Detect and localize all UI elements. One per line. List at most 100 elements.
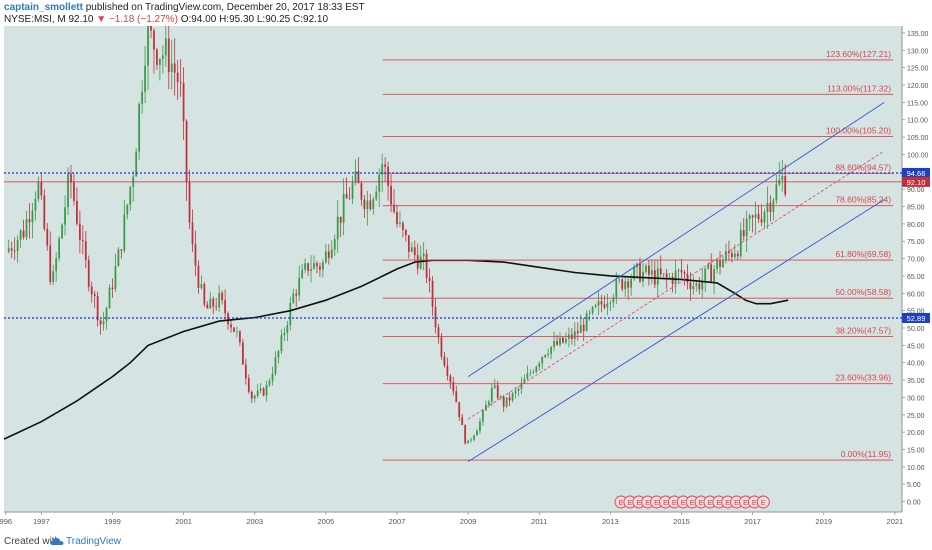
candle[interactable] xyxy=(354,159,357,186)
candle[interactable] xyxy=(271,366,274,386)
candle[interactable] xyxy=(760,204,763,227)
candle[interactable] xyxy=(526,365,529,380)
earnings-marker[interactable]: E xyxy=(730,495,744,509)
candle[interactable] xyxy=(428,268,431,293)
candle[interactable] xyxy=(600,294,603,313)
candle[interactable] xyxy=(268,378,271,387)
candle[interactable] xyxy=(748,213,751,231)
candle[interactable] xyxy=(64,195,66,236)
candle[interactable] xyxy=(689,272,692,301)
candle[interactable] xyxy=(701,268,704,299)
candle[interactable] xyxy=(339,216,342,237)
candle[interactable] xyxy=(544,354,547,359)
candle[interactable] xyxy=(129,185,132,212)
candle[interactable] xyxy=(114,253,117,292)
candle[interactable] xyxy=(627,278,630,300)
candle[interactable] xyxy=(413,240,416,264)
candle[interactable] xyxy=(538,361,541,371)
candle[interactable] xyxy=(61,223,63,240)
candle[interactable] xyxy=(28,203,31,239)
candle[interactable] xyxy=(147,26,149,91)
candle[interactable] xyxy=(25,210,28,241)
candle[interactable] xyxy=(482,408,484,426)
candle[interactable] xyxy=(739,222,742,259)
candle[interactable] xyxy=(280,329,283,355)
candle[interactable] xyxy=(772,197,775,221)
candle[interactable] xyxy=(161,45,164,74)
candle[interactable] xyxy=(464,424,467,445)
earnings-marker[interactable]: E xyxy=(721,495,735,509)
candle[interactable] xyxy=(645,263,647,275)
candle[interactable] xyxy=(49,231,52,286)
candle[interactable] xyxy=(102,311,105,331)
candle[interactable] xyxy=(218,285,221,312)
candle[interactable] xyxy=(13,237,16,260)
candle[interactable] xyxy=(182,67,185,140)
candle[interactable] xyxy=(609,300,612,311)
candle[interactable] xyxy=(576,322,579,341)
candle[interactable] xyxy=(265,380,268,402)
candle[interactable] xyxy=(553,331,555,351)
candle[interactable] xyxy=(363,195,366,218)
candle[interactable] xyxy=(37,176,40,203)
candle[interactable] xyxy=(215,297,218,311)
candle[interactable] xyxy=(511,391,514,403)
candle[interactable] xyxy=(366,190,369,226)
candle[interactable] xyxy=(520,376,523,395)
price-chart[interactable]: 123.60%(127.21) 113.00%(117.32) 100.00%(10… xyxy=(0,26,932,530)
channel-layer[interactable] xyxy=(467,101,885,463)
candle[interactable] xyxy=(336,200,339,253)
candle[interactable] xyxy=(324,244,327,264)
candle[interactable] xyxy=(58,236,61,262)
candle[interactable] xyxy=(233,327,235,333)
candle[interactable] xyxy=(384,157,387,182)
candle[interactable] xyxy=(443,352,446,368)
candle[interactable] xyxy=(173,38,176,96)
candle[interactable] xyxy=(742,218,745,241)
candle[interactable] xyxy=(87,255,90,292)
candle[interactable] xyxy=(517,387,520,397)
candle[interactable] xyxy=(763,208,766,228)
candle[interactable] xyxy=(452,376,455,396)
candle[interactable] xyxy=(467,440,470,444)
candle[interactable] xyxy=(170,39,173,90)
candle[interactable] xyxy=(508,392,511,407)
candle[interactable] xyxy=(434,297,437,334)
candle[interactable] xyxy=(224,289,226,320)
candle[interactable] xyxy=(615,272,618,304)
candle[interactable] xyxy=(289,296,292,331)
candle[interactable] xyxy=(769,195,772,222)
candle[interactable] xyxy=(550,346,552,360)
candle[interactable] xyxy=(671,272,674,293)
candle[interactable] xyxy=(490,383,493,407)
candle[interactable] xyxy=(680,258,683,279)
candle[interactable] xyxy=(393,189,395,214)
candle[interactable] xyxy=(695,280,698,292)
candle[interactable] xyxy=(532,369,535,375)
candle[interactable] xyxy=(194,230,197,276)
candle[interactable] xyxy=(153,28,155,74)
candle[interactable] xyxy=(256,384,259,399)
horizontal-lines-layer[interactable] xyxy=(4,172,902,319)
candle[interactable] xyxy=(594,303,597,309)
candle[interactable] xyxy=(565,332,567,345)
candle[interactable] xyxy=(342,178,345,236)
candle[interactable] xyxy=(751,214,754,233)
candle[interactable] xyxy=(105,306,108,330)
earnings-marker[interactable]: E xyxy=(703,495,717,509)
candle[interactable] xyxy=(476,428,478,436)
candle[interactable] xyxy=(93,290,96,308)
candle[interactable] xyxy=(404,228,407,242)
candle[interactable] xyxy=(425,249,428,283)
candle[interactable] xyxy=(458,401,461,421)
candle[interactable] xyxy=(34,191,37,221)
candle[interactable] xyxy=(141,80,143,114)
candle[interactable] xyxy=(410,242,413,253)
candle[interactable] xyxy=(422,241,425,271)
candle[interactable] xyxy=(470,437,472,443)
candle[interactable] xyxy=(399,211,401,228)
candle[interactable] xyxy=(239,330,241,347)
channel-lower-line[interactable] xyxy=(467,199,885,463)
candle[interactable] xyxy=(677,268,680,283)
candle[interactable] xyxy=(707,261,710,271)
